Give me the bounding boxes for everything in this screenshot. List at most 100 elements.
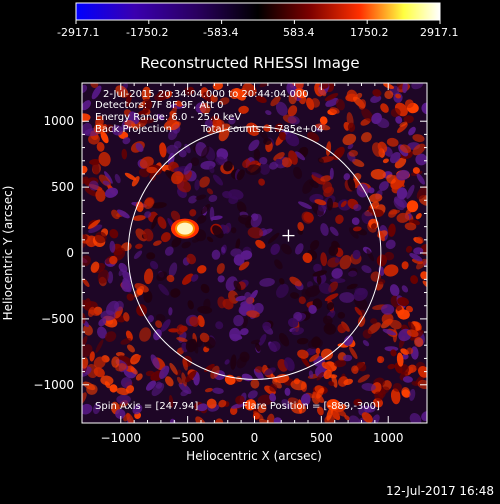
image-pixel-blob <box>378 181 389 191</box>
image-pixel-blob <box>159 365 170 379</box>
image-pixel-blob <box>197 315 205 328</box>
image-pixel-blob <box>259 163 271 175</box>
solar-limb-circle <box>127 126 382 380</box>
image-pixel-blob <box>109 228 119 239</box>
image-pixel-blob <box>82 113 91 123</box>
image-pixel-blob <box>206 236 214 243</box>
image-pixel-blob <box>239 328 249 336</box>
x-tick-label: −1000 <box>100 431 141 445</box>
image-pixel-blob <box>242 159 251 169</box>
image-pixel-blob <box>109 240 116 253</box>
image-pixel-blob <box>416 185 427 200</box>
y-tick-label: 1000 <box>43 114 74 128</box>
image-pixel-blob <box>97 326 107 339</box>
image-pixel-blob <box>396 212 410 223</box>
image-pixel-blob <box>201 145 210 159</box>
image-pixel-blob <box>144 211 152 218</box>
image-pixel-blob <box>402 83 408 94</box>
spin-axis-text: Spin Axis = [247.94] <box>95 401 198 412</box>
detectors-text: Detectors: 7F 8F 9F, Att 0 <box>95 100 223 111</box>
x-tick-label: 1000 <box>373 431 404 445</box>
image-pixel-blob <box>401 387 410 397</box>
image-pixel-blob <box>242 83 257 97</box>
image-pixel-blob <box>235 395 245 405</box>
image-pixel-blob <box>405 305 414 313</box>
image-pixel-blob <box>309 239 320 251</box>
image-pixel-blob <box>230 354 237 370</box>
image-pixel-blob <box>376 254 388 267</box>
image-pixel-blob <box>160 319 171 332</box>
image-pixel-blob <box>275 374 290 384</box>
image-pixel-blob <box>403 115 414 124</box>
image-pixel-blob <box>183 162 193 175</box>
image-pixel-blob <box>328 245 339 257</box>
image-pixel-blob <box>316 371 325 381</box>
image-pixel-blob <box>326 197 334 211</box>
image-pixel-blob <box>206 398 217 409</box>
image-pixel-blob <box>320 175 332 182</box>
image-pixel-blob <box>228 196 239 205</box>
image-pixel-blob <box>126 293 134 301</box>
image-pixel-blob <box>326 399 341 411</box>
image-pixel-blob <box>246 122 260 137</box>
colorbar-tick-labels: -2917.1 -1750.2 -583.4 583.4 1750.2 2917… <box>57 26 459 39</box>
image-pixel-blob <box>212 117 222 129</box>
image-pixel-blob <box>141 86 152 102</box>
y-tick-label: 0 <box>66 246 74 260</box>
image-pixel-blob <box>133 285 145 298</box>
footer-date: 12-Jul-2017 16:48 <box>386 484 494 498</box>
y-tick-labels: 1000 500 0 −500 −1000 <box>33 114 74 392</box>
image-pixel-blob <box>342 133 357 146</box>
image-pixel-blob <box>199 332 210 343</box>
image-pixel-blob <box>372 89 382 97</box>
image-pixel-blob <box>171 171 184 185</box>
image-pixel-blob <box>197 403 208 412</box>
plot-title: Reconstructed RHESSI Image <box>140 54 359 72</box>
colorbar-tick-label: 2917.1 <box>420 26 459 39</box>
image-pixel-blob <box>236 169 245 181</box>
image-pixel-blob <box>287 115 300 125</box>
image-pixel-blob <box>259 156 268 165</box>
image-pixel-blob <box>361 265 372 274</box>
image-pixel-blob <box>322 315 333 326</box>
image-pixel-blob <box>82 255 91 267</box>
image-pixel-blob <box>273 152 285 161</box>
image-pixel-blob <box>93 367 105 378</box>
image-pixel-blob <box>376 278 386 285</box>
image-pixel-blob <box>329 107 340 114</box>
image-pixel-blob <box>371 414 380 423</box>
image-pixel-blob <box>352 158 365 168</box>
image-pixel-blob <box>362 339 370 347</box>
image-pixel-blob <box>233 314 244 327</box>
image-pixel-blob <box>138 101 146 109</box>
image-pixel-blob <box>93 123 105 134</box>
image-pixel-blob <box>402 353 409 360</box>
image-pixel-blob <box>383 264 399 277</box>
image-pixel-blob <box>156 114 164 121</box>
image-pixel-blob <box>343 378 353 386</box>
image-pixel-blob <box>86 384 98 395</box>
image-pixel-blob <box>353 173 362 181</box>
image-pixel-blob <box>185 338 197 353</box>
image-pixel-blob <box>328 381 335 386</box>
image-pixel-blob <box>257 127 268 141</box>
image-pixel-blob <box>104 187 119 198</box>
image-pixel-blob <box>181 372 187 387</box>
image-pixel-blob <box>317 157 324 164</box>
image-pixel-blob <box>135 142 144 152</box>
image-pixel-blob <box>114 173 121 184</box>
image-pixel-blob <box>354 306 363 316</box>
image-pixel-blob <box>267 232 280 244</box>
image-pixel-blob <box>164 246 174 256</box>
image-pixel-blob <box>393 175 405 188</box>
image-pixel-blob <box>420 271 427 280</box>
image-pixel-blob <box>83 324 93 336</box>
image-pixel-blob <box>326 407 333 421</box>
image-pixel-blob <box>90 83 99 88</box>
image-pixel-blob <box>178 149 187 158</box>
image-pixel-blob <box>311 172 325 179</box>
image-pixel-blob <box>293 88 307 99</box>
image-pixel-blob <box>120 338 132 345</box>
image-pixel-blob <box>258 178 265 186</box>
image-pixel-blob <box>331 268 343 279</box>
